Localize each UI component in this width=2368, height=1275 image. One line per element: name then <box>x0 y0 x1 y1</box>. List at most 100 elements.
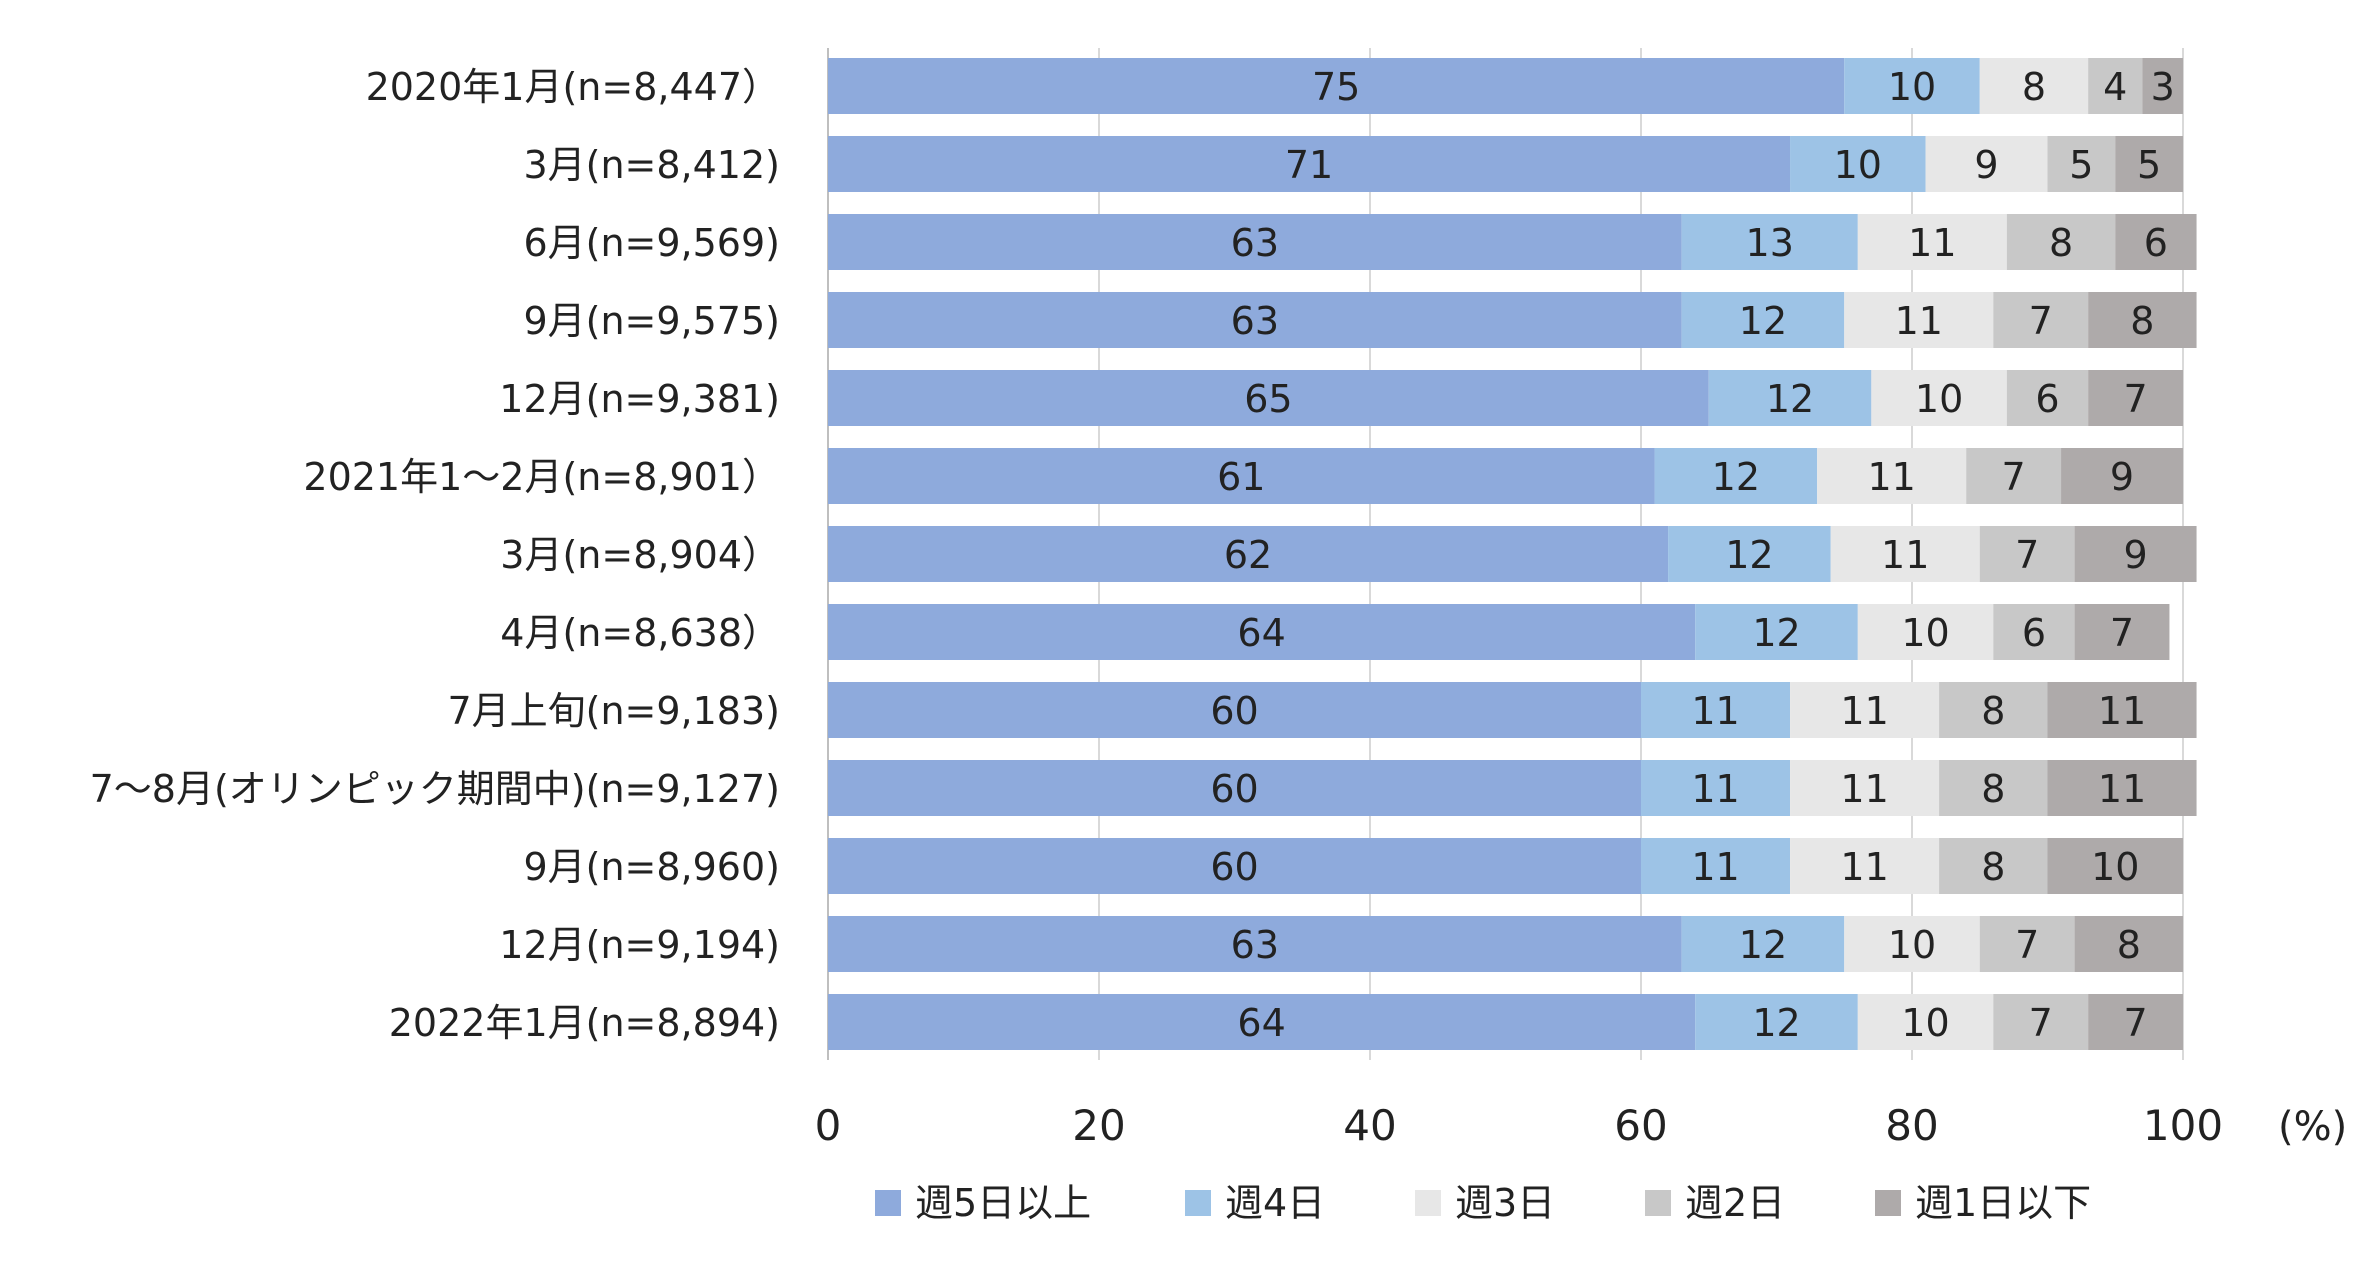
bar-segment <box>2088 292 2197 348</box>
category-label: 9月(n=8,960) <box>523 845 780 889</box>
bar-segment <box>828 604 1696 660</box>
legend: 週5日以上 週4日 週3日 週2日 週1日以下 <box>875 1181 2091 1225</box>
bar-segment <box>1641 682 1791 738</box>
legend-swatch <box>1645 1190 1671 1216</box>
data-label: 11 <box>1840 689 1888 733</box>
bar-segment <box>1681 916 1845 972</box>
data-label: 5 <box>2137 143 2161 187</box>
bar-segment <box>1966 448 2062 504</box>
bar-segment <box>1844 292 1994 348</box>
bar-segment <box>2047 136 2116 192</box>
bar-segment <box>1993 604 2075 660</box>
category-label: 2022年1月(n=8,894) <box>389 1001 780 1045</box>
bar-segment <box>828 760 1641 816</box>
bar-segment <box>2115 214 2197 270</box>
bar-segment <box>1790 682 1940 738</box>
bar-segment <box>1830 526 1980 582</box>
bar-segment <box>1844 58 1980 114</box>
data-label: 60 <box>1210 689 1258 733</box>
data-label: 60 <box>1210 845 1258 889</box>
data-label: 12 <box>1752 1001 1800 1045</box>
x-tick-label: 80 <box>1885 1101 1938 1150</box>
category-label: 4月(n=8,638） <box>500 611 780 655</box>
data-label: 71 <box>1285 143 1333 187</box>
data-label: 12 <box>1739 923 1787 967</box>
data-label: 10 <box>2091 845 2139 889</box>
category-label: 9月(n=9,575) <box>523 299 780 343</box>
bar-segment <box>1993 292 2089 348</box>
data-label: 63 <box>1231 221 1279 265</box>
bar-segment <box>1641 838 1791 894</box>
data-label: 10 <box>1834 143 1882 187</box>
data-label: 63 <box>1231 923 1279 967</box>
x-axis-ticks: 0 20 40 60 80 100 <box>815 1101 2223 1150</box>
data-label: 8 <box>2049 221 2073 265</box>
bar-segment <box>1790 838 1940 894</box>
data-label: 11 <box>1908 221 1956 265</box>
legend-swatch <box>1185 1190 1211 1216</box>
data-label: 10 <box>1901 611 1949 655</box>
data-label: 7 <box>2002 455 2026 499</box>
bar-segment <box>2088 58 2143 114</box>
data-label: 7 <box>2015 923 2039 967</box>
data-label: 6 <box>2035 377 2059 421</box>
bar-segment <box>1695 994 1858 1050</box>
category-labels: 2020年1月(n=8,447） 3月(n=8,412) 6月(n=9,569) 9月… <box>90 65 780 1045</box>
x-axis-unit-label: (%) <box>2278 1104 2347 1150</box>
legend-label: 週2日 <box>1685 1181 1785 1225</box>
bar-segment <box>1654 448 1818 504</box>
data-label: 9 <box>2110 455 2134 499</box>
bar-segment <box>2047 760 2197 816</box>
data-label: 11 <box>1881 533 1929 577</box>
bar-segment <box>1871 370 2007 426</box>
data-label: 7 <box>2110 611 2134 655</box>
data-label: 11 <box>1840 767 1888 811</box>
bar-segment <box>828 370 1709 426</box>
bar-segment <box>2074 604 2170 660</box>
data-label: 9 <box>1974 143 1998 187</box>
category-label: 3月(n=8,904） <box>500 533 780 577</box>
bar-segment <box>1993 994 2089 1050</box>
bar-segment <box>1857 604 1994 660</box>
data-label: 7 <box>2015 533 2039 577</box>
bar-segment <box>1979 526 2075 582</box>
legend-label: 週4日 <box>1225 1181 1325 1225</box>
bar-segment <box>2006 370 2089 426</box>
bar-segment <box>1939 760 2048 816</box>
data-label: 7 <box>2123 1001 2147 1045</box>
category-label: 7～8月(オリンピック期間中)(n=9,127) <box>90 767 780 811</box>
bar-segment <box>1681 292 1845 348</box>
data-label: 8 <box>1981 767 2005 811</box>
data-label: 12 <box>1752 611 1800 655</box>
data-label: 10 <box>1888 923 1936 967</box>
data-label: 8 <box>1981 689 2005 733</box>
bar-segment <box>828 214 1682 270</box>
data-label: 11 <box>1691 689 1739 733</box>
data-label: 8 <box>2022 65 2046 109</box>
category-label: 3月(n=8,412) <box>523 143 780 187</box>
category-label: 2021年1～2月(n=8,901） <box>303 455 780 499</box>
bar-segment <box>828 682 1641 738</box>
legend-label: 週5日以上 <box>915 1181 1091 1225</box>
bar-segment <box>1857 214 2007 270</box>
data-label: 65 <box>1244 377 1292 421</box>
bar-segment <box>2074 526 2197 582</box>
data-label: 7 <box>2029 299 2053 343</box>
data-label: 12 <box>1739 299 1787 343</box>
x-tick-label: 40 <box>1343 1101 1396 1150</box>
data-label: 11 <box>1895 299 1943 343</box>
data-label: 5 <box>2069 143 2093 187</box>
legend-swatch <box>1415 1190 1441 1216</box>
bar-segment <box>2088 370 2183 426</box>
bar-segment <box>1817 448 1967 504</box>
bar-segment <box>2088 994 2183 1050</box>
data-label: 64 <box>1237 1001 1285 1045</box>
data-label: 6 <box>2144 221 2168 265</box>
data-label: 61 <box>1217 455 1265 499</box>
data-label: 13 <box>1746 221 1794 265</box>
bar-segment <box>2142 58 2183 114</box>
bar-segment <box>828 58 1845 114</box>
bar-segment <box>1790 136 1926 192</box>
bar-segment <box>1708 370 1872 426</box>
data-label: 10 <box>1888 65 1936 109</box>
